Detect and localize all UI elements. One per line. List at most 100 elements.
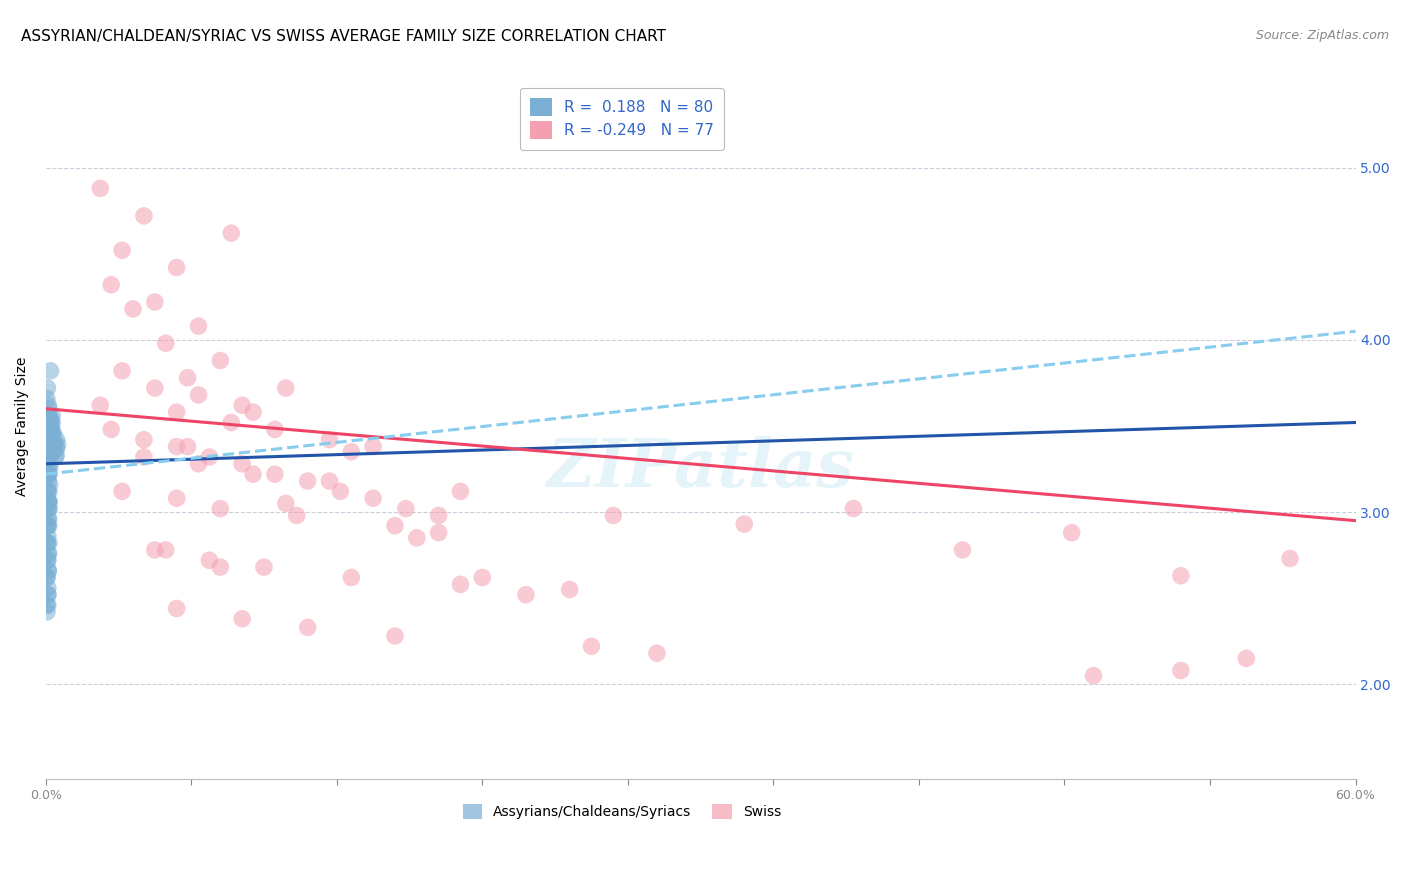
Point (361, 440, 384, 454)
Point (37, 398, 59, 412)
Point (37, 484, 59, 499)
Point (38, 419, 60, 434)
Point (44, 450, 66, 464)
Point (318, 474, 340, 488)
Point (39, 416, 62, 430)
Point (37, 564, 59, 578)
Point (37, 422, 59, 436)
Point (1279, 551, 1302, 566)
Point (1083, 668, 1105, 682)
Point (39, 420, 62, 434)
Point (41, 409, 63, 423)
Point (46, 438, 69, 452)
Point (42, 438, 65, 452)
Point (38, 409, 60, 423)
Point (37, 588, 59, 602)
Point (231, 398, 253, 412)
Point (515, 588, 537, 602)
Point (38, 467, 60, 482)
Point (38, 460, 60, 475)
Point (176, 440, 198, 454)
Point (198, 450, 221, 464)
Point (166, 440, 188, 454)
Point (37, 450, 59, 464)
Point (132, 209, 155, 223)
Text: Source: ZipAtlas.com: Source: ZipAtlas.com (1256, 29, 1389, 42)
Point (111, 364, 134, 378)
Point (187, 457, 209, 471)
Point (166, 260, 188, 275)
Y-axis label: Average Family Size: Average Family Size (15, 356, 30, 496)
Point (37, 381, 59, 395)
Point (405, 531, 427, 545)
Point (297, 620, 319, 634)
Point (340, 570, 363, 584)
Point (318, 433, 340, 447)
Point (1234, 651, 1257, 665)
Point (37, 518, 59, 533)
Point (38, 443, 60, 458)
Point (842, 501, 865, 516)
Point (155, 542, 177, 557)
Point (274, 496, 297, 510)
Point (471, 570, 494, 584)
Point (37, 553, 59, 567)
Text: ASSYRIAN/CHALDEAN/SYRIAC VS SWISS AVERAGE FAMILY SIZE CORRELATION CHART: ASSYRIAN/CHALDEAN/SYRIAC VS SWISS AVERAG… (21, 29, 666, 44)
Point (38, 518, 60, 533)
Point (41, 425, 63, 440)
Point (143, 542, 166, 557)
Point (37, 529, 59, 543)
Text: ZIPatlas: ZIPatlas (547, 436, 855, 500)
Point (39, 364, 62, 378)
Point (733, 517, 755, 532)
Point (42, 434, 65, 449)
Point (44, 443, 66, 458)
Point (155, 336, 177, 351)
Point (42, 440, 65, 454)
Point (209, 501, 232, 516)
Point (35, 501, 58, 516)
Point (37, 564, 59, 578)
Point (44, 443, 66, 458)
Point (37, 467, 59, 482)
Point (45, 448, 67, 462)
Point (340, 444, 363, 458)
Point (264, 422, 287, 436)
Point (37, 512, 59, 526)
Point (41, 429, 63, 443)
Point (952, 542, 974, 557)
Point (37, 494, 59, 508)
Point (122, 301, 145, 316)
Point (274, 381, 297, 395)
Point (37, 546, 59, 560)
Point (187, 388, 209, 402)
Point (219, 226, 242, 240)
Point (111, 244, 134, 258)
Point (427, 525, 450, 540)
Point (449, 577, 471, 591)
Point (37, 553, 59, 567)
Point (219, 416, 242, 430)
Point (231, 457, 253, 471)
Point (89, 398, 111, 412)
Point (242, 467, 264, 482)
Point (42, 425, 65, 440)
Point (37, 433, 59, 447)
Point (38, 512, 60, 526)
Point (645, 646, 668, 660)
Point (37, 536, 59, 550)
Point (41, 416, 63, 430)
Point (231, 612, 253, 626)
Point (37, 494, 59, 508)
Point (35, 570, 58, 584)
Point (38, 477, 60, 491)
Point (198, 553, 221, 567)
Point (89, 181, 111, 195)
Point (100, 277, 122, 292)
Point (37, 409, 59, 423)
Point (361, 491, 384, 506)
Point (38, 467, 60, 482)
Point (329, 484, 352, 499)
Point (41, 420, 63, 434)
Point (395, 501, 418, 516)
